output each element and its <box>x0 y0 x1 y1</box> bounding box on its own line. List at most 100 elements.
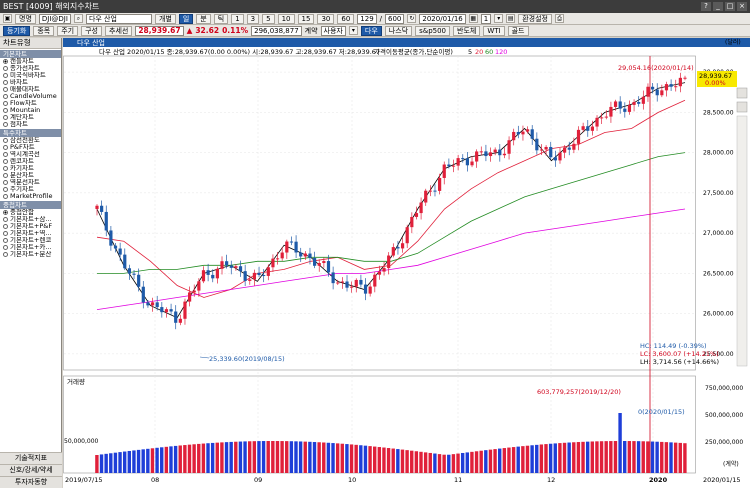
scale-3-button[interactable]: 3 <box>246 13 260 24</box>
radio-icon[interactable] <box>3 238 8 243</box>
sidebar-item[interactable]: Mountain <box>0 107 61 114</box>
radio-icon[interactable] <box>3 217 8 222</box>
step-input[interactable]: 1 <box>480 13 492 24</box>
scale-5-button[interactable]: 5 <box>262 13 275 24</box>
index-dow-button[interactable]: 다우 <box>360 25 382 36</box>
sidebar-item[interactable]: 역시계곡선 <box>0 151 61 158</box>
radio-icon[interactable] <box>3 173 8 178</box>
radio-icon[interactable] <box>3 159 8 164</box>
sidebar-item[interactable]: 카기차트 <box>0 165 61 172</box>
radio-icon[interactable] <box>3 187 8 192</box>
radio-icon[interactable] <box>3 166 8 171</box>
settings-button[interactable]: 환경설정 <box>518 13 552 24</box>
chevron-down-icon[interactable]: ▾ <box>494 14 504 23</box>
total-input[interactable]: 600 <box>385 13 405 24</box>
period-minute-button[interactable]: 분 <box>196 13 211 24</box>
scale-30-button[interactable]: 30 <box>317 13 335 24</box>
radio-icon[interactable] <box>3 231 8 236</box>
search-icon[interactable]: ⌕ <box>73 14 83 23</box>
radio-icon[interactable] <box>3 66 8 71</box>
radio-icon[interactable] <box>3 138 8 143</box>
sidebar-item[interactable]: 기본차트+카... <box>0 244 61 251</box>
radio-icon[interactable] <box>3 252 8 257</box>
sidebar-item[interactable]: 종가선차트 <box>0 65 61 72</box>
tab-item-3[interactable]: 추세선 <box>105 25 133 36</box>
user-select[interactable]: 사용자 <box>320 25 346 36</box>
sidebar-item[interactable]: 기본차트+분산 <box>0 251 61 258</box>
sidebar-item[interactable]: Flow차트 <box>0 100 61 107</box>
tab-active[interactable]: 등기화 <box>3 25 31 36</box>
radio-icon[interactable] <box>3 115 8 120</box>
calendar-icon[interactable]: ▦ <box>468 14 478 23</box>
help-button[interactable]: ? <box>701 2 711 11</box>
close-button[interactable]: × <box>737 2 747 11</box>
radio-icon[interactable] <box>3 224 8 229</box>
radio-icon[interactable] <box>3 180 8 185</box>
period-tick-button[interactable]: 틱 <box>213 13 229 24</box>
scale-60-button[interactable]: 60 <box>337 13 355 24</box>
sidebar-item[interactable]: 역분선차트 <box>0 179 61 186</box>
print-icon[interactable]: ⎙ <box>554 14 564 23</box>
investor-button[interactable]: 투자자동향 <box>0 476 62 488</box>
sidebar-item[interactable]: P&F차트 <box>0 144 61 151</box>
scale-15-button[interactable]: 15 <box>297 13 315 24</box>
radio-icon[interactable] <box>3 245 8 250</box>
radio-icon[interactable] <box>3 145 8 150</box>
radio-icon[interactable] <box>3 59 8 64</box>
menu-button[interactable]: 명명 <box>15 13 36 24</box>
sidebar-item[interactable]: 기본차트+삼... <box>0 216 61 223</box>
chart-area[interactable]: 다우 산업 다우 산업 2020/01/15 종:28,939.67(0.00 … <box>63 38 750 488</box>
zoom-out-button[interactable] <box>736 101 748 113</box>
tab-item-2[interactable]: 구성 <box>81 25 102 36</box>
minimize-button[interactable]: _ <box>713 2 723 11</box>
radio-icon[interactable] <box>3 108 8 113</box>
tab-item-1[interactable]: 주기 <box>57 25 79 36</box>
sidebar-item[interactable]: 기본차트+역... <box>0 230 61 237</box>
radio-icon[interactable] <box>3 94 8 99</box>
sidebar-item[interactable]: 바차트 <box>0 79 61 86</box>
sidebar-item[interactable]: 분산차트 <box>0 172 61 179</box>
radio-icon[interactable] <box>3 87 8 92</box>
index-nasdaq-button[interactable]: 나스닥 <box>384 25 413 36</box>
signal-button[interactable]: 신호/강세/약세 <box>0 464 62 476</box>
radio-icon[interactable] <box>3 80 8 85</box>
scale-10-button[interactable]: 10 <box>277 13 295 24</box>
sidebar-item[interactable]: 점차트 <box>0 121 61 128</box>
radio-icon[interactable] <box>3 101 8 106</box>
index-gold-button[interactable]: 골드 <box>507 25 529 36</box>
index-sp500-button[interactable]: s&p500 <box>415 25 451 36</box>
sidebar-item[interactable]: 중첩안함 <box>0 209 61 216</box>
sidebar-tab[interactable]: 차트유형 <box>0 38 61 49</box>
tab-item-0[interactable]: 종목 <box>33 25 55 36</box>
radio-icon[interactable] <box>3 194 8 199</box>
maximize-button[interactable]: □ <box>725 2 735 11</box>
sidebar-item[interactable]: 계단차트 <box>0 114 61 121</box>
indicator-button[interactable]: 기술적지표 <box>0 452 62 464</box>
chevron-down-icon[interactable]: ▾ <box>348 26 358 35</box>
sidebar-item[interactable]: 주기차트 <box>0 186 61 193</box>
symbol-code-input[interactable]: DJI@DJI <box>38 13 71 24</box>
radio-icon[interactable] <box>3 122 8 127</box>
sidebar-item[interactable]: 기본차트+P&F <box>0 223 61 230</box>
date-input[interactable]: 2020/01/16 <box>419 13 466 24</box>
period-day-button[interactable]: 일 <box>178 13 194 24</box>
radio-icon[interactable] <box>3 210 8 215</box>
sidebar-item[interactable]: 미국식바차트 <box>0 72 61 79</box>
index-semiconductor-button[interactable]: 반도체 <box>453 25 481 36</box>
radio-icon[interactable] <box>3 73 8 78</box>
price-chart[interactable]: 다우 산업 다우 산업 2020/01/15 종:28,939.67(0.00 … <box>63 38 750 488</box>
sidebar-item[interactable]: 캔들차트 <box>0 58 61 65</box>
period-individual-button[interactable]: 개별 <box>154 13 176 24</box>
sidebar-item[interactable]: MarketProfile <box>0 193 61 200</box>
scale-1-button[interactable]: 1 <box>231 13 244 24</box>
sidebar-item[interactable]: 삼선전환도 <box>0 137 61 144</box>
index-wti-button[interactable]: WTI <box>483 25 505 36</box>
sidebar-item[interactable]: 기본차트+렌코 <box>0 237 61 244</box>
lock-icon[interactable]: ▣ <box>3 14 12 23</box>
zoom-in-button[interactable] <box>736 87 748 99</box>
radio-icon[interactable] <box>3 152 8 157</box>
count-input[interactable]: 129 <box>357 13 377 24</box>
sidebar-item[interactable]: 매물대차트 <box>0 86 61 93</box>
grid-icon[interactable]: ▤ <box>506 14 516 23</box>
refresh-icon[interactable]: ↻ <box>407 14 417 23</box>
